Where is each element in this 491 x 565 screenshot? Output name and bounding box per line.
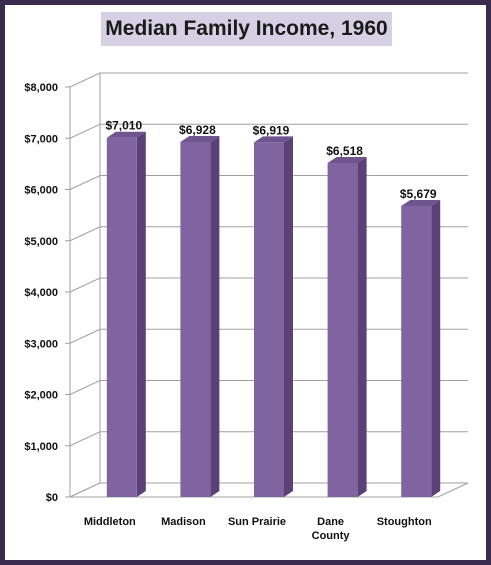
data-label: $6,919 bbox=[253, 123, 290, 137]
bar bbox=[254, 136, 293, 497]
bar bbox=[401, 199, 441, 498]
gridline bbox=[69, 72, 468, 88]
y-tick-label: $8,000 bbox=[24, 82, 58, 94]
data-label: $6,928 bbox=[179, 123, 216, 137]
x-tick-label: Sun Prairie bbox=[228, 516, 286, 528]
data-labels: $7,010 $6,928 $6,919 $6,518 $5,679 bbox=[105, 119, 436, 201]
x-tick-label: Middleton bbox=[84, 516, 136, 528]
y-tick-label: $5,000 bbox=[24, 236, 58, 248]
x-tick-label: Madison bbox=[161, 516, 206, 528]
chart-title: Median Family Income, 1960 bbox=[105, 17, 388, 40]
x-tick-label: Dane County bbox=[312, 516, 351, 542]
y-tick-label: $2,000 bbox=[24, 390, 58, 402]
x-tick-label: Stoughton bbox=[377, 516, 432, 528]
y-tick-label: $4,000 bbox=[24, 287, 58, 299]
bar bbox=[180, 135, 220, 497]
data-label: $5,679 bbox=[400, 187, 437, 201]
data-label: $7,010 bbox=[105, 119, 142, 133]
y-axis-ticks: $0 $1,000 $2,000 $3,000 $4,000 $5,000 $6,000 $7… bbox=[24, 82, 70, 504]
gridline bbox=[69, 123, 468, 139]
y-tick-label: $3,000 bbox=[24, 338, 58, 350]
chart-title-box: Median Family Income, 1960 bbox=[101, 12, 392, 46]
y-tick-label: $1,000 bbox=[24, 441, 58, 453]
x-axis-labels: Middleton Madison Sun Prairie Dane County Sto… bbox=[84, 516, 432, 542]
bar bbox=[106, 131, 146, 498]
y-tick-label: $7,000 bbox=[24, 133, 58, 145]
bars bbox=[106, 131, 441, 498]
bar bbox=[327, 156, 367, 497]
y-tick-label: $6,000 bbox=[24, 185, 58, 197]
y-tick-label: $0 bbox=[46, 492, 58, 504]
data-label: $6,518 bbox=[326, 144, 363, 158]
